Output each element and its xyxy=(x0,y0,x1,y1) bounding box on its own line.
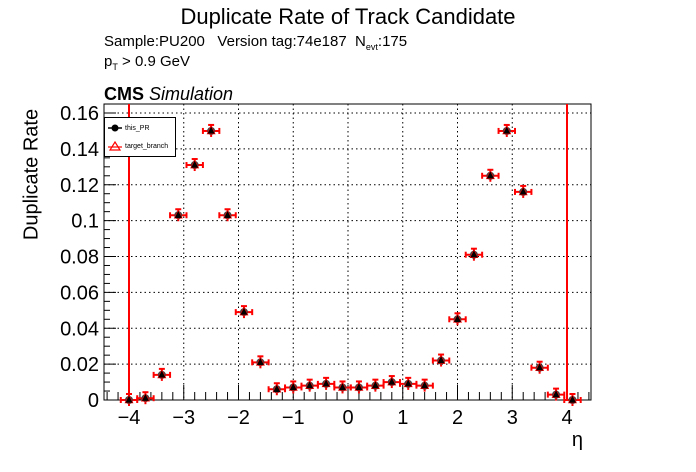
nevt-value: :175 xyxy=(377,33,408,50)
target-branch-marker xyxy=(469,249,479,259)
target-branch-marker xyxy=(173,209,183,219)
nevt-label: N xyxy=(355,33,366,50)
legend-label: this_PR xyxy=(125,124,150,132)
y-tick-label: 0.14 xyxy=(60,139,99,161)
x-tick-label: −3 xyxy=(172,407,195,429)
target-branch-marker xyxy=(272,383,282,393)
x-tick-label: 1 xyxy=(397,407,408,429)
y-tick-label: 0 xyxy=(88,390,99,412)
target-branch-marker xyxy=(436,354,446,364)
target-branch-marker xyxy=(190,159,200,169)
x-tick-label: 2 xyxy=(452,407,463,429)
target-branch-marker xyxy=(239,306,249,316)
y-tick-label: 0.16 xyxy=(60,103,99,125)
target-branch-marker xyxy=(321,378,331,388)
sample-info: Sample:PU200 Version tag:74e187 Nevt:175 xyxy=(104,33,407,52)
x-axis-label: η xyxy=(572,429,583,451)
y-tick-label: 0.08 xyxy=(60,247,99,269)
target-branch-marker xyxy=(124,394,134,404)
target-branch-marker xyxy=(387,376,397,386)
target-branch-marker xyxy=(518,186,528,196)
target-branch-marker xyxy=(535,362,545,372)
target-branch-marker xyxy=(140,392,150,402)
cms-text: CMS xyxy=(104,84,144,104)
target-branch-marker xyxy=(567,394,577,404)
target-branch-marker xyxy=(502,125,512,135)
target-branch-marker xyxy=(305,379,315,389)
open-triangle-marker-icon xyxy=(108,141,122,151)
chart-title: Duplicate Rate of Track Candidate xyxy=(180,4,516,29)
target-branch-marker xyxy=(354,381,364,391)
target-branch-marker xyxy=(288,381,298,391)
x-tick-label: 0 xyxy=(342,407,353,429)
y-tick-label: 0.06 xyxy=(60,282,99,304)
sample-label: Sample:PU200 xyxy=(104,33,205,50)
target-branch-marker xyxy=(206,125,216,135)
simulation-text: Simulation xyxy=(149,84,234,104)
target-branch-marker xyxy=(223,209,233,219)
target-branch-marker xyxy=(255,356,265,366)
pt-subscript: T xyxy=(112,62,118,72)
target-branch-marker xyxy=(420,379,430,389)
y-tick-label: 0.02 xyxy=(60,354,99,376)
nevt-subscript: evt xyxy=(365,42,378,52)
cms-label: CMS Simulation xyxy=(104,84,233,105)
x-tick-label: −1 xyxy=(282,407,305,429)
target-branch-marker xyxy=(551,388,561,398)
x-tick-label: −2 xyxy=(227,407,250,429)
x-tick-label: 3 xyxy=(507,407,518,429)
y-tick-label: 0.1 xyxy=(71,211,99,233)
x-tick-label: −4 xyxy=(118,407,141,429)
target-branch-marker xyxy=(453,313,462,323)
legend-label: target_branch xyxy=(125,142,169,150)
version-tag: Version tag:74e187 xyxy=(217,33,347,50)
pt-label: p xyxy=(104,53,113,70)
target-branch-marker xyxy=(403,378,413,388)
pt-cut-info: pT > 0.9 GeV xyxy=(104,53,190,72)
target-branch-marker xyxy=(157,369,167,379)
x-tick-label: 4 xyxy=(561,407,572,429)
pt-cut: > 0.9 GeV xyxy=(117,53,190,70)
target-branch-marker xyxy=(338,381,348,391)
legend: this_PR target_branch xyxy=(104,117,176,157)
target-branch-marker xyxy=(370,379,380,389)
target-branch-marker xyxy=(485,170,495,180)
filled-circle-marker-icon xyxy=(108,124,122,132)
legend-item-target-branch: target_branch xyxy=(107,141,168,151)
y-tick-label: 0.12 xyxy=(60,175,99,197)
legend-item-this-pr: this_PR xyxy=(107,123,150,133)
y-tick-label: 0.04 xyxy=(60,318,99,340)
